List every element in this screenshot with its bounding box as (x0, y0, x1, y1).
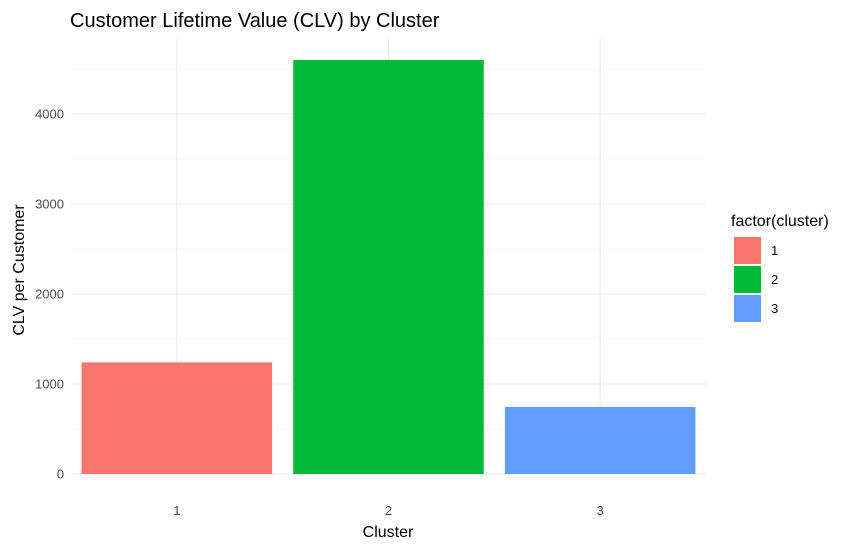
y-tick-label: 1000 (35, 377, 64, 392)
legend-swatch-1 (734, 237, 761, 264)
chart-title: Customer Lifetime Value (CLV) by Cluster (70, 10, 440, 32)
y-axis-title: CLV per Customer (11, 204, 28, 336)
x-tick-label: 1 (173, 503, 180, 518)
y-tick-label: 4000 (35, 107, 64, 122)
x-tick-labels: 1 2 3 (173, 503, 604, 518)
legend-items: 1 2 3 (734, 237, 778, 322)
legend-title: factor(cluster) (731, 213, 829, 230)
legend-swatch-2 (734, 266, 761, 293)
legend-label-3: 3 (771, 301, 778, 316)
x-axis-title: Cluster (363, 524, 414, 541)
bars (81, 60, 696, 474)
x-tick-label: 3 (597, 503, 604, 518)
legend-label-1: 1 (771, 243, 778, 258)
x-tick-label: 2 (385, 503, 392, 518)
legend: factor(cluster) 1 2 3 (731, 213, 829, 322)
bar-cluster-3 (504, 406, 696, 474)
bar-cluster-1 (81, 362, 273, 474)
y-tick-label: 0 (57, 467, 64, 482)
y-tick-label: 2000 (35, 287, 64, 302)
legend-label-2: 2 (771, 272, 778, 287)
bar-cluster-2 (293, 60, 484, 474)
y-tick-labels: 0 1000 2000 3000 4000 (35, 107, 64, 482)
legend-swatch-3 (734, 295, 761, 322)
y-tick-label: 3000 (35, 197, 64, 212)
